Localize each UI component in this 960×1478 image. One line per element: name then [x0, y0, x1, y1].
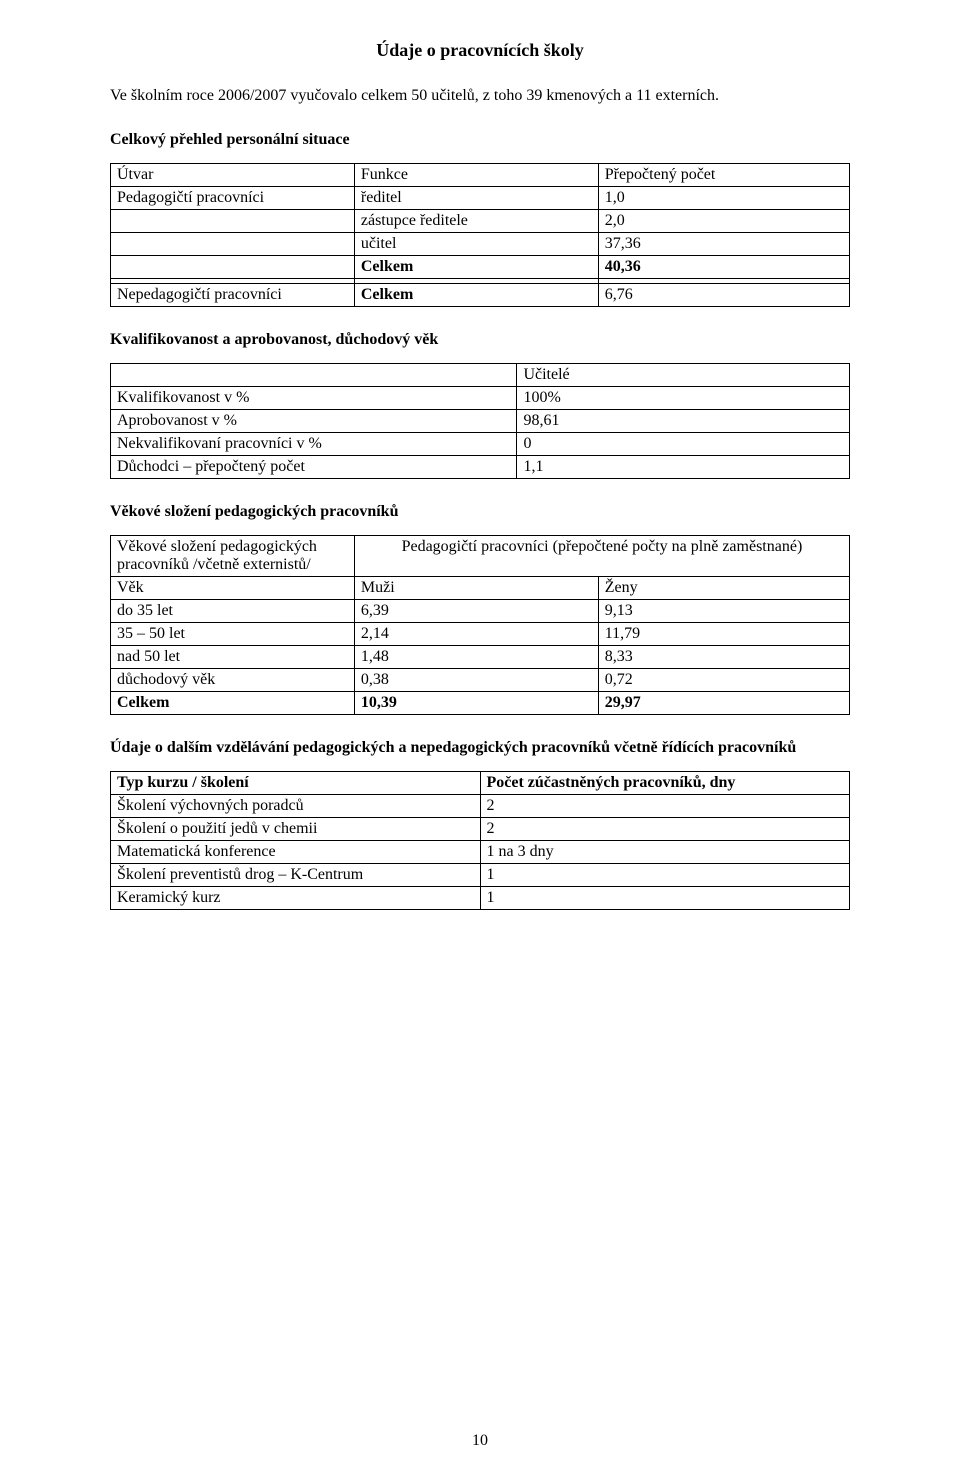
cell: 0: [517, 433, 850, 456]
cell: Matematická konference: [111, 841, 481, 864]
cell: 2: [480, 818, 850, 841]
table-personnel-overview: Útvar Funkce Přepočtený počet Pedagogičt…: [110, 163, 850, 307]
subheader-cell: Muži: [354, 577, 598, 600]
header-cell: Typ kurzu / školení: [111, 772, 481, 795]
cell: 11,79: [598, 623, 849, 646]
cell: Celkem: [111, 692, 355, 715]
cell: 98,61: [517, 410, 850, 433]
header-cell: Přepočtený počet: [598, 164, 849, 187]
table-row: Nekvalifikovaní pracovníci v % 0: [111, 433, 850, 456]
cell: 1 na 3 dny: [480, 841, 850, 864]
cell: Důchodci – přepočtený počet: [111, 456, 517, 479]
cell: 29,97: [598, 692, 849, 715]
header-cell: Učitelé: [517, 364, 850, 387]
table-row: zástupce ředitele 2,0: [111, 210, 850, 233]
cell: Školení výchovných poradců: [111, 795, 481, 818]
cell: Školení o použití jedů v chemii: [111, 818, 481, 841]
cell: 9,13: [598, 600, 849, 623]
cell: 0,72: [598, 669, 849, 692]
cell: [111, 210, 355, 233]
cell: 1,48: [354, 646, 598, 669]
section4-heading: Údaje o dalším vzdělávání pedagogických …: [110, 739, 850, 757]
cell: [111, 256, 355, 279]
section1-heading: Celkový přehled personální situace: [110, 131, 850, 149]
cell: [111, 233, 355, 256]
table-subheader-row: Věk Muži Ženy: [111, 577, 850, 600]
cell: 1,0: [598, 187, 849, 210]
section2-heading: Kvalifikovanost a aprobovanost, důchodov…: [110, 331, 850, 349]
cell: učitel: [354, 233, 598, 256]
cell: nad 50 let: [111, 646, 355, 669]
table-row: nad 50 let 1,48 8,33: [111, 646, 850, 669]
header-cell: Počet zúčastněných pracovníků, dny: [480, 772, 850, 795]
table-row: Keramický kurz 1: [111, 887, 850, 910]
page-number: 10: [0, 1432, 960, 1450]
table-row: důchodový věk 0,38 0,72: [111, 669, 850, 692]
cell: důchodový věk: [111, 669, 355, 692]
table-header-row: Typ kurzu / školení Počet zúčastněných p…: [111, 772, 850, 795]
cell: 35 – 50 let: [111, 623, 355, 646]
cell: 37,36: [598, 233, 849, 256]
cell: Nepedagogičtí pracovníci: [111, 284, 355, 307]
subheader-cell: Věk: [111, 577, 355, 600]
table-qualification: Učitelé Kvalifikovanost v % 100% Aprobov…: [110, 363, 850, 479]
cell: 2,14: [354, 623, 598, 646]
cell: 10,39: [354, 692, 598, 715]
table-row: do 35 let 6,39 9,13: [111, 600, 850, 623]
table-header-row: Útvar Funkce Přepočtený počet: [111, 164, 850, 187]
header-cell: Funkce: [354, 164, 598, 187]
cell: Aprobovanost v %: [111, 410, 517, 433]
table-header-row: Učitelé: [111, 364, 850, 387]
cell: 2: [480, 795, 850, 818]
table-row: 35 – 50 let 2,14 11,79: [111, 623, 850, 646]
cell: Nekvalifikovaní pracovníci v %: [111, 433, 517, 456]
table-row: Školení o použití jedů v chemii 2: [111, 818, 850, 841]
cell: 100%: [517, 387, 850, 410]
table-row: Celkem 10,39 29,97: [111, 692, 850, 715]
cell: 0,38: [354, 669, 598, 692]
cell: do 35 let: [111, 600, 355, 623]
cell: Celkem: [354, 284, 598, 307]
table-training: Typ kurzu / školení Počet zúčastněných p…: [110, 771, 850, 910]
section3-heading: Věkové složení pedagogických pracovníků: [110, 503, 850, 521]
table-row: Školení výchovných poradců 2: [111, 795, 850, 818]
cell: Keramický kurz: [111, 887, 481, 910]
cell: 6,76: [598, 284, 849, 307]
header-cell: Pedagogičtí pracovníci (přepočtené počty…: [354, 536, 849, 577]
cell: 2,0: [598, 210, 849, 233]
intro-paragraph: Ve školním roce 2006/2007 vyučovalo celk…: [110, 87, 850, 105]
table-row: Školení preventistů drog – K-Centrum 1: [111, 864, 850, 887]
cell: Školení preventistů drog – K-Centrum: [111, 864, 481, 887]
table-header-row: Věkové složení pedagogických pracovníků …: [111, 536, 850, 577]
table-row: Matematická konference 1 na 3 dny: [111, 841, 850, 864]
table-row: Důchodci – přepočtený počet 1,1: [111, 456, 850, 479]
cell: 1: [480, 864, 850, 887]
header-cell: [111, 364, 517, 387]
table-row: Pedagogičtí pracovníci ředitel 1,0: [111, 187, 850, 210]
cell: 6,39: [354, 600, 598, 623]
table-age-composition: Věkové složení pedagogických pracovníků …: [110, 535, 850, 715]
cell: 8,33: [598, 646, 849, 669]
table-row: Aprobovanost v % 98,61: [111, 410, 850, 433]
header-cell: Útvar: [111, 164, 355, 187]
cell: 1,1: [517, 456, 850, 479]
cell: Celkem: [354, 256, 598, 279]
cell: 1: [480, 887, 850, 910]
table-row: Celkem 40,36: [111, 256, 850, 279]
table-row: Nepedagogičtí pracovníci Celkem 6,76: [111, 284, 850, 307]
cell: Pedagogičtí pracovníci: [111, 187, 355, 210]
cell: zástupce ředitele: [354, 210, 598, 233]
page-title: Údaje o pracovnících školy: [110, 40, 850, 61]
table-row: učitel 37,36: [111, 233, 850, 256]
cell: ředitel: [354, 187, 598, 210]
subheader-cell: Ženy: [598, 577, 849, 600]
cell: Kvalifikovanost v %: [111, 387, 517, 410]
cell: 40,36: [598, 256, 849, 279]
header-cell: Věkové složení pedagogických pracovníků …: [111, 536, 355, 577]
table-row: Kvalifikovanost v % 100%: [111, 387, 850, 410]
